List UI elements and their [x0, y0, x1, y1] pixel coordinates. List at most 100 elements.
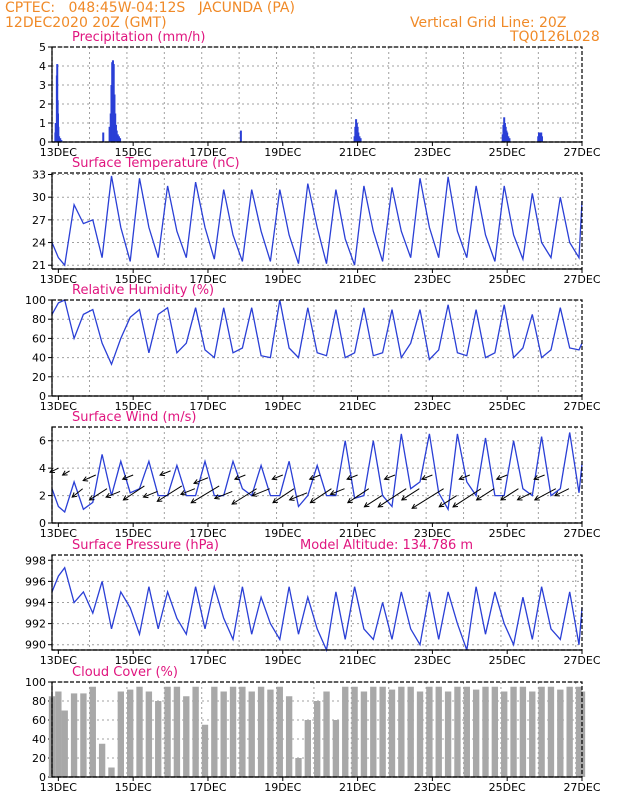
x-tick-label: 21DEC [339, 146, 376, 159]
cloud-bar [510, 686, 517, 777]
wind-arrow [330, 488, 345, 495]
wind-arrow [438, 495, 457, 508]
y-tick-label: 6 [39, 435, 46, 448]
precip-bar [60, 140, 63, 142]
x-tick-label: 23DEC [414, 527, 451, 540]
cloud-bar [332, 720, 340, 777]
cloud-bar [360, 691, 368, 777]
wind-arrow-head [377, 502, 384, 508]
x-tick-label: 15DEC [115, 781, 152, 794]
series-line [51, 566, 583, 653]
x-tick-label: 19DEC [264, 273, 301, 286]
x-tick-label: 23DEC [414, 654, 451, 667]
wind-arrow [347, 488, 370, 504]
cloud-bar [388, 689, 396, 777]
cloud-bar [491, 686, 499, 777]
cloud-bar [529, 691, 536, 777]
cloud-bar [80, 693, 87, 777]
cloud-bar [323, 691, 330, 777]
wind-arrow [234, 474, 246, 480]
precip-bar [357, 132, 360, 142]
wind-arrow [82, 474, 96, 482]
y-tick-label: 24 [32, 237, 46, 250]
cloud-bar [201, 724, 209, 777]
cloud-bar [435, 686, 442, 777]
x-tick-label: 27DEC [563, 146, 600, 159]
x-tick-label: 25DEC [489, 273, 526, 286]
cloud-bar [295, 758, 302, 777]
cloud-bar [407, 686, 414, 777]
y-tick-label: 992 [25, 618, 46, 631]
x-tick-label: 25DEC [489, 527, 526, 540]
panel-cloud-cover: Cloud Cover (%) 13DEC 15DEC 17DEC 19DEC 21DEC… [25, 665, 601, 794]
y-tick-label: 60 [32, 714, 46, 727]
wind-arrow [533, 474, 545, 480]
header-grid-note: Vertical Grid Line: 20Z [410, 15, 567, 31]
cloud-bar [501, 691, 508, 777]
cloud-bar [61, 710, 68, 777]
cloud-bar [108, 767, 115, 777]
x-tick-label: 27DEC [563, 527, 600, 540]
y-tick-label: 996 [25, 575, 46, 588]
precip-bar [506, 132, 509, 142]
x-tick-label: 17DEC [189, 273, 226, 286]
precip-bar [58, 136, 61, 142]
wind-arrow [143, 490, 158, 498]
y-tick-label: 20 [32, 752, 46, 765]
precip-bar [119, 138, 122, 142]
x-tick-label: 17DEC [189, 654, 226, 667]
y-tick-label: 0 [39, 771, 46, 784]
x-tick-label: 25DEC [489, 654, 526, 667]
x-tick-label: 15DEC [115, 654, 152, 667]
y-tick-label: 5 [39, 41, 46, 54]
y-tick-label: 40 [32, 352, 46, 365]
cloud-bar [164, 686, 171, 777]
y-tick-label: 21 [32, 259, 46, 272]
model-altitude: Model Altitude: 134.786 m [300, 538, 473, 553]
x-tick-label: 19DEC [264, 146, 301, 159]
wind-arrow [231, 488, 257, 505]
cloud-bar [557, 689, 564, 777]
cloud-bar [276, 686, 283, 777]
wind-arrow-head [179, 490, 186, 496]
y-tick-label: 60 [32, 332, 46, 345]
wind-arrow [251, 488, 270, 497]
panel-pressure: Surface Pressure (hPa) Model Altitude: 13… [25, 538, 601, 667]
precip-bar [507, 136, 510, 142]
wind-arrow-head [452, 502, 459, 508]
precip-bar [508, 138, 511, 142]
wind-arrow-head [272, 498, 279, 504]
precip-bar [239, 130, 242, 142]
panel-title: Precipitation (mm/h) [72, 30, 205, 45]
x-tick-label: 19DEC [264, 400, 301, 413]
wind-arrow-head [121, 475, 128, 481]
cloud-bar [351, 686, 358, 777]
cloud-bar [519, 686, 527, 777]
wind-arrow [554, 488, 570, 497]
wind-arrow-head [288, 495, 295, 501]
x-tick-label: 21DEC [339, 400, 376, 413]
cloud-bar [89, 686, 96, 777]
wind-arrow [272, 488, 295, 504]
precip-bar [115, 130, 118, 142]
wind-arrow-head [213, 494, 220, 500]
cloud-bar [173, 686, 181, 777]
wind-arrow [289, 492, 308, 501]
wind-arrow-head [193, 479, 199, 485]
wind-arrow [384, 474, 396, 480]
wind-arrow-head [61, 470, 68, 476]
wind-arrow-head [142, 492, 149, 499]
wind-arrow-head [346, 475, 353, 481]
x-tick-label: 25DEC [489, 146, 526, 159]
cloud-bar [379, 686, 386, 777]
wind-arrow-head [458, 475, 465, 481]
wind-arrow [401, 488, 420, 501]
x-tick-label: 15DEC [115, 527, 152, 540]
wind-arrow-head [88, 495, 95, 501]
precip-bar [54, 123, 57, 142]
wind-arrow-head [156, 496, 163, 502]
wind-arrow [272, 474, 283, 480]
wind-arrow-head [122, 495, 129, 501]
cloud-bar [192, 686, 199, 777]
wind-arrow [452, 488, 482, 508]
